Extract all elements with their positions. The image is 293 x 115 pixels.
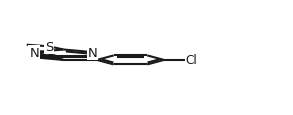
Text: N: N <box>88 46 97 59</box>
Text: S: S <box>45 40 53 53</box>
Text: Cl: Cl <box>186 54 197 67</box>
Text: N: N <box>30 46 39 59</box>
